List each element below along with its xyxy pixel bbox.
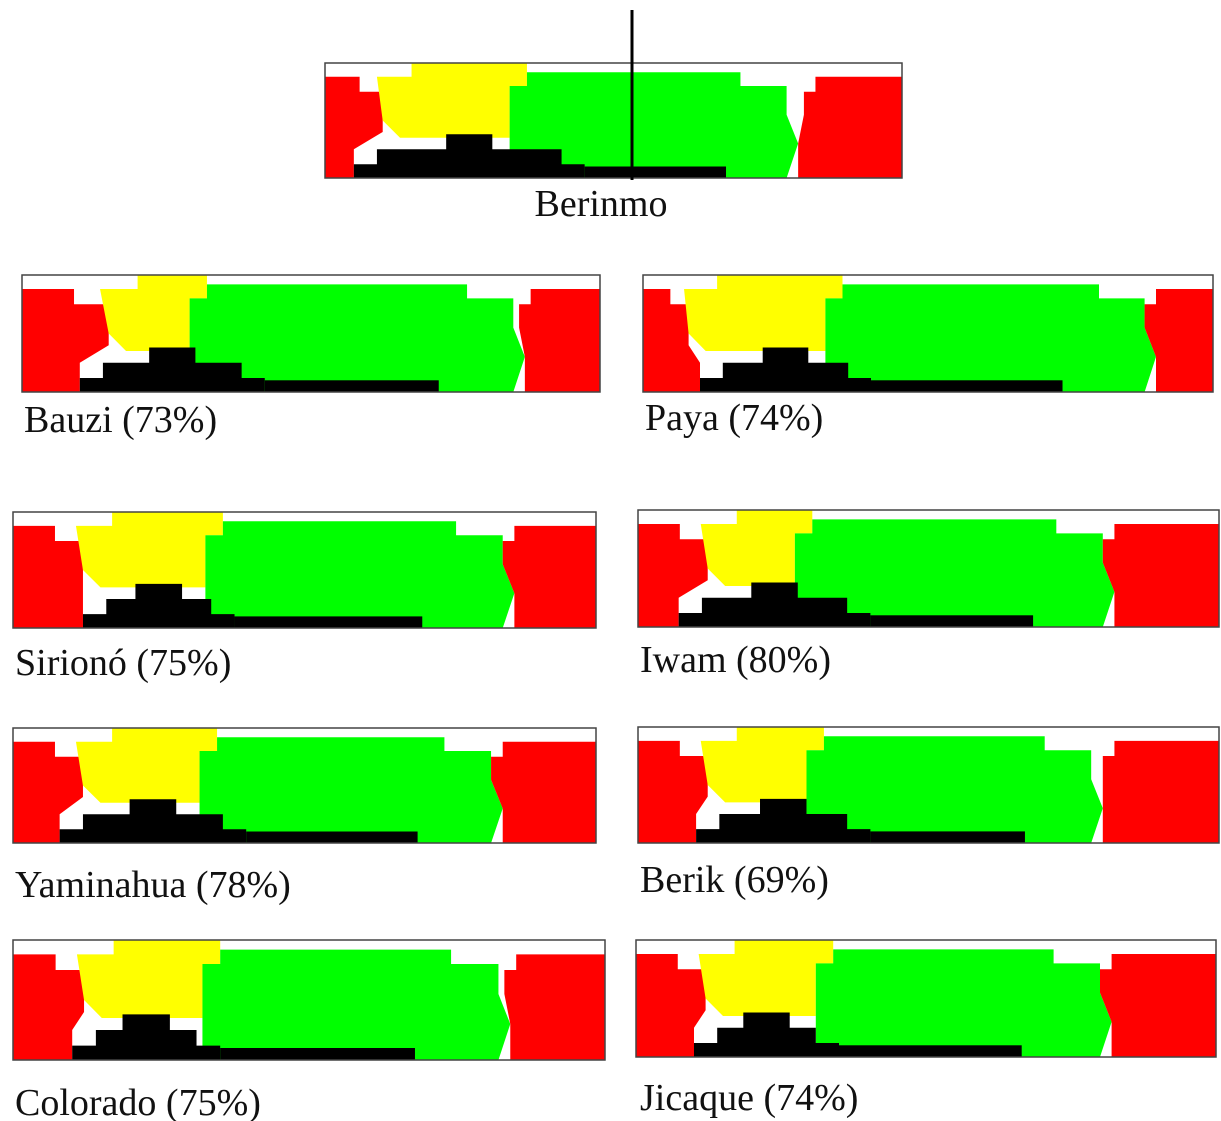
red-region bbox=[502, 525, 596, 628]
map-border bbox=[12, 939, 606, 1061]
map-border bbox=[12, 727, 597, 844]
yellow-region bbox=[100, 275, 207, 352]
green-region bbox=[815, 949, 1112, 1057]
black-strip bbox=[220, 1048, 415, 1060]
green-region bbox=[509, 72, 799, 178]
map-border bbox=[637, 509, 1220, 628]
red-region bbox=[1102, 524, 1219, 627]
green-region bbox=[202, 949, 511, 1060]
color-map bbox=[12, 727, 597, 844]
panel-label: Bauzi (73%) bbox=[24, 399, 217, 441]
yellow-region bbox=[700, 727, 824, 803]
yellow-region bbox=[700, 510, 813, 587]
red-region bbox=[13, 525, 83, 628]
color-map bbox=[12, 939, 606, 1061]
black-region bbox=[353, 134, 585, 178]
red-region bbox=[519, 289, 600, 392]
red-region bbox=[643, 289, 700, 392]
panel-label: Paya (74%) bbox=[645, 397, 823, 439]
green-region bbox=[794, 519, 1115, 627]
panel-label: Berik (69%) bbox=[640, 859, 829, 901]
black-region bbox=[72, 1014, 221, 1060]
panel-label: Iwam (80%) bbox=[640, 639, 831, 681]
red-region bbox=[1100, 954, 1216, 1057]
black-strip bbox=[870, 831, 1025, 843]
black-region bbox=[694, 1012, 839, 1057]
green-region bbox=[825, 284, 1156, 392]
yellow-region bbox=[76, 940, 221, 1018]
red-region bbox=[1102, 740, 1219, 843]
red-region bbox=[13, 741, 83, 843]
black-region bbox=[82, 583, 235, 628]
red-region bbox=[325, 76, 383, 178]
color-map bbox=[21, 274, 601, 393]
yellow-region bbox=[698, 940, 834, 1017]
panel-label: Yaminahua (78%) bbox=[15, 864, 291, 906]
map-border bbox=[21, 274, 601, 393]
black-region bbox=[696, 798, 871, 843]
map-border bbox=[642, 274, 1214, 393]
black-strip bbox=[584, 166, 727, 178]
black-region bbox=[79, 347, 265, 392]
color-map bbox=[12, 511, 597, 629]
black-strip bbox=[234, 616, 423, 628]
red-region bbox=[22, 289, 109, 392]
panel-label: Jicaque (74%) bbox=[640, 1077, 858, 1119]
red-region bbox=[13, 954, 85, 1060]
black-region bbox=[678, 582, 871, 627]
black-strip bbox=[870, 615, 1034, 627]
green-region bbox=[205, 521, 515, 628]
color-map bbox=[324, 62, 903, 179]
reference-label: Berinmo bbox=[535, 183, 668, 225]
red-region bbox=[636, 954, 706, 1057]
maps bbox=[12, 62, 1220, 1061]
yellow-region bbox=[684, 275, 843, 352]
color-map bbox=[637, 726, 1220, 844]
red-region bbox=[1144, 289, 1213, 392]
green-region bbox=[199, 737, 503, 843]
map-border bbox=[637, 726, 1220, 844]
map-border bbox=[324, 62, 903, 179]
black-strip bbox=[871, 380, 1063, 392]
red-region bbox=[638, 524, 708, 627]
green-region bbox=[806, 736, 1103, 843]
black-strip bbox=[839, 1045, 1022, 1057]
black-strip bbox=[246, 831, 418, 843]
yellow-region bbox=[376, 63, 527, 138]
panel-label: Sirionó (75%) bbox=[15, 642, 231, 684]
yellow-region bbox=[75, 512, 223, 588]
color-map bbox=[642, 274, 1214, 393]
panel-label: Colorado (75%) bbox=[15, 1082, 261, 1121]
red-region bbox=[638, 740, 708, 843]
black-region bbox=[700, 347, 871, 392]
black-strip bbox=[264, 380, 439, 392]
green-region bbox=[189, 284, 525, 392]
map-border bbox=[12, 511, 597, 629]
red-region bbox=[798, 76, 902, 178]
yellow-region bbox=[75, 728, 218, 803]
color-map bbox=[635, 939, 1217, 1058]
color-map bbox=[637, 509, 1220, 628]
black-region bbox=[59, 799, 247, 843]
map-border bbox=[635, 939, 1217, 1058]
red-region bbox=[491, 741, 596, 843]
red-region bbox=[504, 954, 605, 1060]
